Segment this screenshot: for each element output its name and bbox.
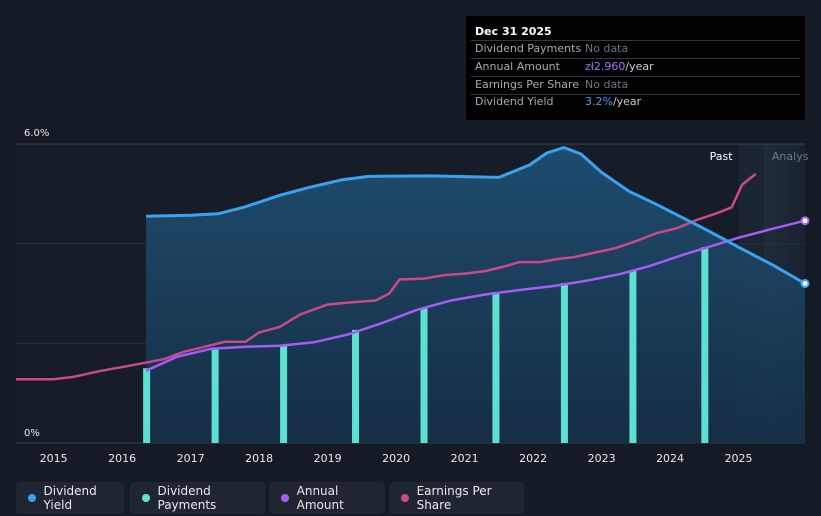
tooltip-divider — [471, 76, 800, 77]
dividend-payment-bar — [629, 270, 637, 443]
x-tick-label: 2015 — [40, 452, 68, 465]
dividend-yield-line — [146, 146, 806, 285]
tooltip-value: No data — [585, 42, 629, 55]
annual-amount-endpoint — [800, 216, 810, 226]
analyst-label: Analys — [772, 150, 809, 163]
tooltip-label: Dividend Payments — [475, 42, 582, 55]
dot-icon — [28, 494, 36, 502]
legend-annual-amount[interactable]: Annual Amount — [269, 482, 385, 514]
tooltip-value: 3.2%/year — [585, 95, 641, 108]
dividend-payment-bar — [560, 283, 568, 443]
x-tick-label: 2017 — [177, 452, 205, 465]
x-tick-label: 2024 — [656, 452, 684, 465]
x-tick-label: 2021 — [451, 452, 479, 465]
dividend-yield-endpoint — [800, 279, 810, 289]
legend-earnings-per-share[interactable]: Earnings Per Share — [389, 482, 524, 514]
legend-dividend-payments[interactable]: Dividend Payments — [130, 482, 266, 514]
dividend-payment-bar — [143, 368, 151, 443]
dividend-payment-bar — [701, 247, 709, 443]
dividend-payment-bar — [492, 292, 500, 443]
tooltip-row-dividend-payments: Dividend Payments No data — [466, 41, 805, 58]
x-tick-label: 2025 — [725, 452, 753, 465]
earnings-per-share-line — [16, 172, 757, 381]
tooltip-label: Annual Amount — [475, 60, 560, 73]
tooltip-divider — [471, 40, 800, 41]
annual-amount-value: zł2.960 — [585, 60, 626, 73]
dividend-yield-unit: /year — [612, 95, 642, 108]
tooltip-label: Dividend Yield — [475, 95, 554, 108]
tooltip-value: No data — [585, 78, 629, 91]
dot-icon — [281, 494, 289, 502]
dividend-yield-value: 3.2% — [585, 95, 613, 108]
x-tick-label: 2019 — [314, 452, 342, 465]
legend-dividend-yield[interactable]: Dividend Yield — [16, 482, 124, 514]
tooltip-row-dividend-yield: Dividend Yield 3.2%/year — [466, 94, 805, 111]
dividend-payment-bar — [211, 349, 219, 443]
y-tick-label: 6.0% — [24, 128, 49, 139]
dividend-payment-bar — [420, 308, 428, 443]
legend-label: Dividend Payments — [157, 484, 217, 512]
x-tick-label: 2020 — [382, 452, 410, 465]
legend-label: Annual Amount — [296, 484, 344, 512]
tooltip-date: Dec 31 2025 — [475, 25, 552, 38]
y-tick-label: 0% — [24, 428, 40, 439]
dividend-payment-bar — [352, 329, 360, 443]
annual-amount-line — [145, 219, 806, 372]
legend-label: Earnings Per Share — [416, 484, 492, 512]
x-tick-label: 2018 — [245, 452, 273, 465]
tooltip-row-eps: Earnings Per Share No data — [466, 77, 805, 94]
annual-amount-unit: /year — [625, 60, 654, 73]
dividend-payment-bar — [280, 344, 288, 443]
dot-icon — [401, 494, 409, 502]
past-label: Past — [710, 150, 734, 163]
tooltip-divider — [471, 94, 800, 95]
hover-tooltip: Dec 31 2025 Dividend Payments No data An… — [466, 16, 805, 120]
tooltip-value: zł2.960/year — [585, 60, 654, 73]
tooltip-label: Earnings Per Share — [475, 78, 580, 91]
x-tick-label: 2022 — [519, 452, 547, 465]
x-tick-label: 2023 — [588, 452, 616, 465]
x-tick-label: 2016 — [108, 452, 136, 465]
tooltip-divider — [471, 58, 800, 59]
dot-icon — [142, 494, 150, 502]
legend-label: Dividend Yield — [43, 484, 97, 512]
tooltip-row-annual-amount: Annual Amount zł2.960/year — [466, 59, 805, 76]
